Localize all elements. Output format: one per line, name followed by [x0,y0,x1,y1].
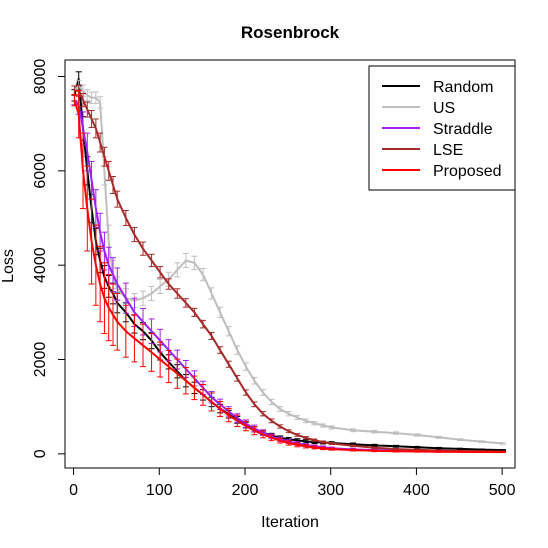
y-tick-label: 8000 [32,59,49,95]
plot-frame [64,59,516,469]
legend-item-lse: LSE [382,142,463,159]
legend-label: Random [433,79,493,96]
legend: Random US Straddle LSE Proposed [368,65,516,191]
series-line-lse [74,89,504,453]
legend-item-random: Random [382,79,493,96]
x-axis: 0 100 200 300 400 500 [69,468,516,499]
x-tick-label: 400 [403,482,430,499]
y-tick-label: 2000 [32,342,49,378]
legend-label: Proposed [433,163,502,180]
legend-label: LSE [433,142,463,159]
series-lse [71,84,506,453]
y-tick-label: 0 [32,449,49,458]
y-axis-label: Loss [0,249,17,283]
y-tick-label: 4000 [32,247,49,283]
y-axis: 0 2000 4000 6000 8000 [32,59,65,458]
x-tick-label: 200 [232,482,259,499]
series-line-proposed [73,99,504,454]
y-tick-label: 6000 [32,153,49,189]
legend-label: Straddle [433,121,493,138]
series-line-us [73,84,504,445]
legend-item-us: US [382,100,455,117]
series-proposed [71,90,506,454]
x-tick-label: 100 [146,482,173,499]
series-us [71,79,506,445]
legend-label: US [433,100,455,117]
x-tick-label: 500 [489,482,516,499]
series-layer [71,71,506,454]
chart-title: Rosenbrock [241,23,340,42]
x-tick-label: 300 [317,482,344,499]
x-tick-label: 0 [69,482,78,499]
legend-item-proposed: Proposed [382,163,502,180]
legend-item-straddle: Straddle [382,121,493,138]
x-axis-label: Iteration [261,514,319,531]
